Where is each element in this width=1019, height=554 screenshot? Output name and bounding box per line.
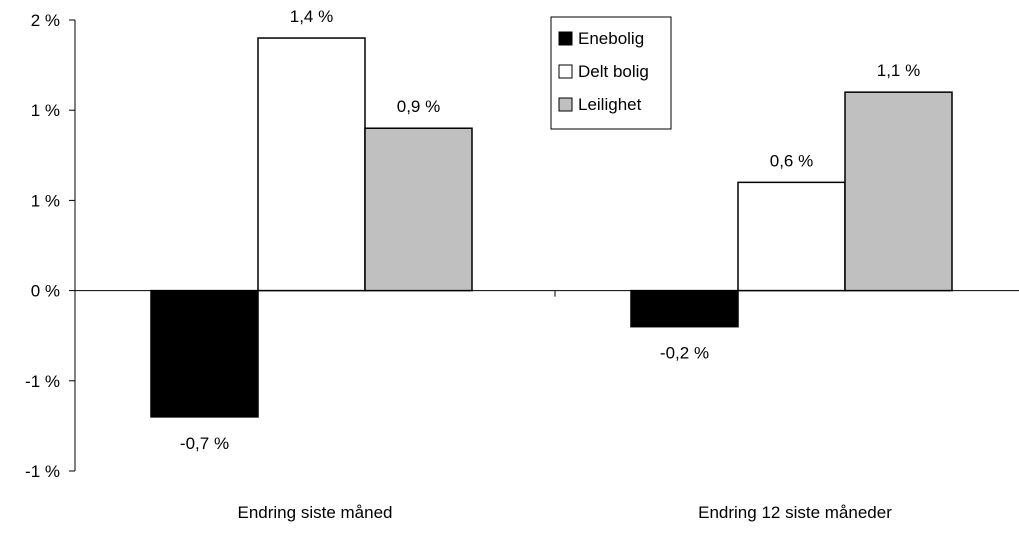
legend-label-1: Enebolig — [578, 29, 644, 48]
data-label: -0,2 % — [660, 344, 709, 363]
x-category-label: Endring siste måned — [238, 503, 393, 522]
bars — [150, 37, 953, 418]
y-tick-label: -1 % — [25, 462, 60, 481]
legend-swatch-3 — [558, 97, 573, 112]
bar-1-2 — [630, 289, 739, 328]
zero-line — [74, 290, 1019, 297]
y-axis: -1 % -1 % 0 % 1 % 1 % 2 % — [25, 11, 76, 481]
y-tick-label: 1 % — [31, 101, 60, 120]
data-labels: -0,7 % 1,4 % 0,9 % -0,2 % 0,6 % 1,1 % — [180, 7, 920, 453]
data-label: 1,1 % — [877, 61, 920, 80]
y-tick-label: 0 % — [31, 282, 60, 301]
legend-label-3: Leilighet — [578, 95, 642, 114]
bar-3-1 — [364, 127, 473, 292]
legend-label-2: Delt bolig — [578, 62, 649, 81]
bar-1-1 — [150, 289, 259, 418]
y-tick-label: 2 % — [31, 11, 60, 30]
bar-2-1 — [257, 37, 366, 292]
data-label: -0,7 % — [180, 434, 229, 453]
legend-swatch-1 — [558, 31, 573, 46]
bar-2-2 — [737, 181, 846, 292]
legend: Enebolig Delt bolig Leilighet — [550, 16, 672, 130]
y-tick-label: 1 % — [31, 191, 60, 210]
bar-3-2 — [844, 91, 953, 292]
data-label: 0,6 % — [770, 151, 813, 170]
y-tick-label: -1 % — [25, 372, 60, 391]
data-label: 1,4 % — [290, 7, 333, 26]
x-category-label: Endring 12 siste måneder — [698, 503, 892, 522]
legend-swatch-2 — [558, 64, 573, 79]
data-label: 0,9 % — [397, 97, 440, 116]
x-axis-labels: Endring siste måned Endring 12 siste måne… — [238, 503, 893, 522]
